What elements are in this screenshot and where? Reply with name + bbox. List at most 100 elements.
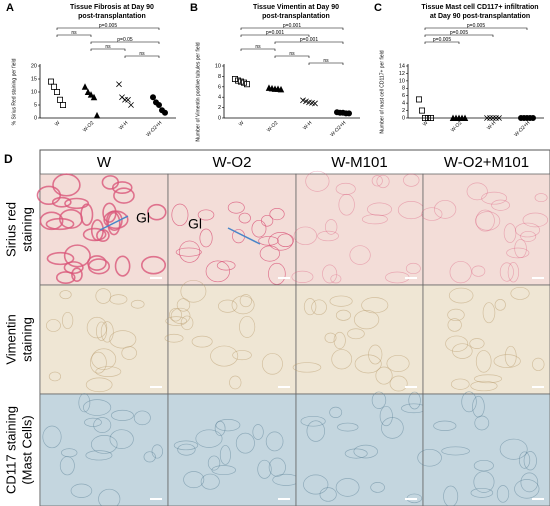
tissue-texture xyxy=(86,316,108,339)
y-tick-label: 10 xyxy=(215,63,221,69)
tissue-texture xyxy=(268,262,286,285)
tissue-texture xyxy=(376,174,390,189)
micrograph xyxy=(295,173,424,286)
significance-bracket xyxy=(90,41,160,44)
tissue-texture xyxy=(61,311,74,330)
significance-label: p=0.005 xyxy=(433,37,451,43)
tissue-texture xyxy=(514,222,541,238)
significance-bracket xyxy=(424,41,460,44)
tissue-texture xyxy=(111,181,133,195)
tissue-texture xyxy=(261,353,283,375)
tissue-texture xyxy=(210,345,239,367)
arrow xyxy=(99,215,129,231)
significance-label: ns xyxy=(289,51,295,57)
tissue-texture xyxy=(93,417,112,433)
tissue-texture xyxy=(353,310,380,330)
tissue-texture xyxy=(475,350,492,373)
tissue-texture xyxy=(205,260,230,283)
y-tick-label: 2 xyxy=(218,105,221,111)
tissue-texture xyxy=(195,429,223,448)
scale-bar xyxy=(150,277,162,279)
data-point xyxy=(345,110,352,117)
tissue-texture xyxy=(114,255,131,277)
significance-bracket xyxy=(240,27,344,30)
tissue-texture xyxy=(109,330,137,349)
column-header: W xyxy=(97,154,112,171)
micrograph xyxy=(167,284,297,395)
tissue-texture xyxy=(292,362,322,373)
tissue-texture xyxy=(475,211,501,231)
tissue-texture xyxy=(238,212,251,224)
tissue-texture xyxy=(216,260,236,271)
tissue-texture xyxy=(389,375,408,392)
tissue-texture xyxy=(227,201,245,214)
micrograph xyxy=(422,173,550,286)
tissue-texture xyxy=(180,315,194,331)
tissue-texture xyxy=(403,173,420,187)
tissue-texture xyxy=(331,349,353,370)
tissue-texture xyxy=(471,265,486,277)
tissue-texture xyxy=(496,485,510,503)
data-point xyxy=(161,109,168,116)
tissue-texture xyxy=(319,487,337,502)
significance-bracket xyxy=(240,34,310,37)
tissue-texture xyxy=(268,457,286,477)
tissue-texture xyxy=(371,391,387,409)
tissue-texture xyxy=(151,444,163,459)
tissue-texture xyxy=(84,417,102,427)
y-tick-label: 8 xyxy=(218,74,221,80)
chart-title: Tissue Fibrosis at Day 90 xyxy=(70,4,154,11)
column-header: W-O2+M101 xyxy=(444,154,529,171)
row-label: CD117 staining xyxy=(3,406,18,494)
scale-bar xyxy=(150,498,162,500)
tissue-texture xyxy=(506,247,530,259)
tissue-texture xyxy=(470,380,498,392)
tissue-texture xyxy=(514,239,527,259)
y-axis-label: Number of Vimentin positive tubules per … xyxy=(195,42,201,141)
scale-bar xyxy=(278,386,290,388)
x-tick-label: W-O2+H xyxy=(329,120,347,138)
micrograph xyxy=(422,393,550,506)
tissue-texture xyxy=(475,209,495,232)
tissue-texture xyxy=(306,420,326,442)
tissue-texture xyxy=(510,286,530,300)
tissue-texture xyxy=(239,294,253,308)
data-point xyxy=(300,97,306,104)
tissue-texture xyxy=(330,274,342,284)
y-tick-label: 4 xyxy=(218,95,221,101)
x-tick-label: W xyxy=(54,120,62,128)
tissue-texture xyxy=(169,308,183,322)
tissue-texture xyxy=(361,297,389,314)
chart-title: Tissue Vimentin at Day 90 xyxy=(253,4,339,11)
tissue-texture xyxy=(259,245,280,262)
tissue-texture xyxy=(481,191,508,205)
tissue-texture xyxy=(417,448,442,467)
scale-bar xyxy=(278,277,290,279)
tissue-texture xyxy=(178,240,201,263)
x-tick-label: W-H xyxy=(486,120,498,132)
tissue-texture xyxy=(140,255,167,275)
tissue-texture xyxy=(143,451,156,463)
tissue-texture xyxy=(217,299,238,313)
tissue-texture xyxy=(36,185,61,205)
tissue-texture xyxy=(379,405,393,427)
tissue-texture xyxy=(461,391,477,413)
tissue-texture xyxy=(499,262,514,282)
row-label: staining xyxy=(19,317,34,362)
tissue-texture xyxy=(303,474,329,495)
tissue-texture xyxy=(63,244,91,268)
tissue-texture xyxy=(121,346,137,360)
tissue-texture xyxy=(176,298,191,312)
significance-label: p=0.05 xyxy=(117,37,133,43)
tissue-texture xyxy=(433,420,457,431)
micrograph xyxy=(167,393,297,506)
tissue-texture xyxy=(368,344,383,365)
tissue-texture xyxy=(95,366,122,377)
tissue-texture xyxy=(235,432,255,454)
tissue-texture xyxy=(311,299,327,316)
significance-bracket xyxy=(274,55,310,58)
scale-bar xyxy=(532,498,544,500)
tissue-texture xyxy=(164,333,184,343)
tissue-texture xyxy=(507,262,520,283)
significance-label: ns xyxy=(71,30,77,36)
